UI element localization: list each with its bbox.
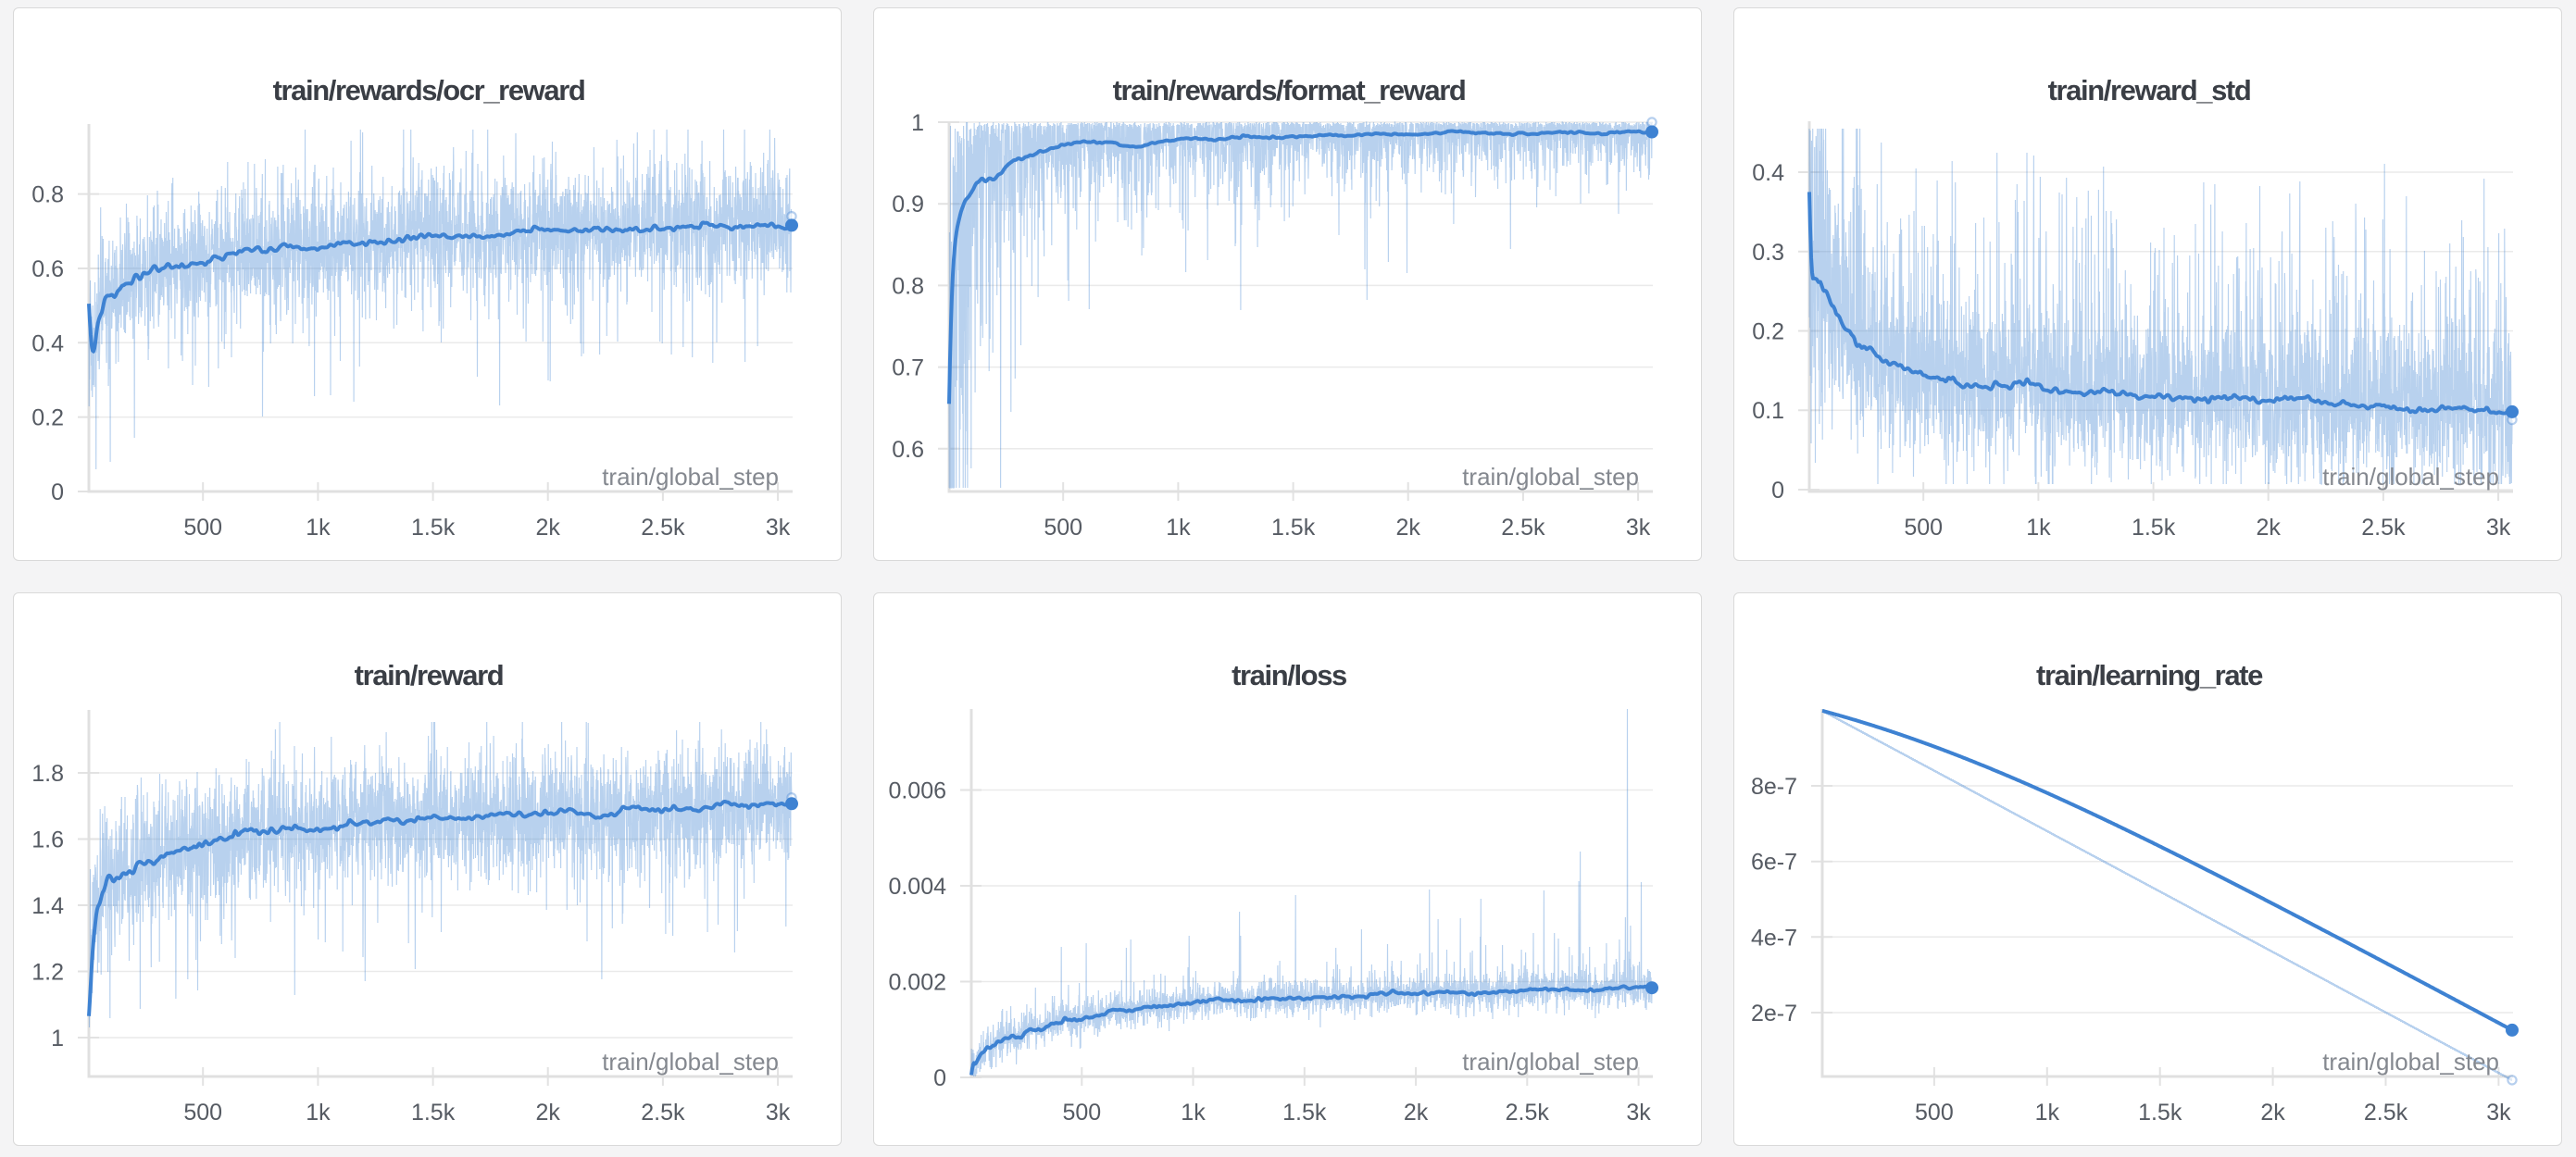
svg-text:train/global_step: train/global_step	[2322, 463, 2499, 491]
svg-text:train/rewards/ocr_reward: train/rewards/ocr_reward	[273, 74, 585, 106]
svg-text:2k: 2k	[535, 1100, 560, 1126]
svg-text:train/global_step: train/global_step	[1462, 1048, 1639, 1076]
svg-text:2e-7: 2e-7	[1751, 1001, 1797, 1026]
svg-text:0.8: 0.8	[892, 273, 924, 299]
svg-text:3k: 3k	[2486, 515, 2511, 541]
svg-text:3k: 3k	[2486, 1100, 2511, 1126]
svg-text:2.5k: 2.5k	[641, 1100, 685, 1126]
svg-text:500: 500	[1904, 515, 1943, 541]
svg-text:2k: 2k	[2256, 515, 2281, 541]
svg-text:2k: 2k	[2260, 1100, 2285, 1126]
svg-text:train/reward_std: train/reward_std	[2048, 74, 2251, 106]
svg-text:0.1: 0.1	[1752, 398, 1784, 424]
svg-text:500: 500	[1915, 1100, 1954, 1126]
svg-text:1: 1	[51, 1026, 64, 1051]
svg-text:1k: 1k	[2026, 515, 2051, 541]
svg-text:1k: 1k	[1181, 1100, 1206, 1126]
svg-text:1.6: 1.6	[31, 827, 64, 853]
svg-text:2k: 2k	[535, 515, 560, 541]
svg-text:500: 500	[1044, 515, 1082, 541]
svg-text:2.5k: 2.5k	[641, 515, 685, 541]
svg-text:0.6: 0.6	[892, 437, 924, 463]
svg-text:1k: 1k	[2035, 1100, 2060, 1126]
svg-text:3k: 3k	[1626, 515, 1651, 541]
svg-text:1.5k: 1.5k	[2132, 515, 2176, 541]
svg-text:1.4: 1.4	[31, 893, 64, 919]
svg-text:6e-7: 6e-7	[1751, 850, 1797, 876]
svg-text:0.2: 0.2	[31, 405, 64, 431]
svg-text:2.5k: 2.5k	[2364, 1100, 2408, 1126]
svg-text:2k: 2k	[1395, 515, 1420, 541]
svg-text:0.6: 0.6	[31, 256, 64, 282]
svg-text:train/global_step: train/global_step	[1462, 463, 1639, 491]
svg-text:1.5k: 1.5k	[2138, 1100, 2182, 1126]
svg-text:1.5k: 1.5k	[411, 515, 456, 541]
svg-text:0.2: 0.2	[1752, 319, 1784, 345]
svg-text:train/learning_rate: train/learning_rate	[2036, 659, 2263, 691]
svg-text:2.5k: 2.5k	[1506, 1100, 1550, 1126]
svg-text:1: 1	[911, 110, 924, 136]
svg-text:3k: 3k	[1626, 1100, 1651, 1126]
svg-text:8e-7: 8e-7	[1751, 774, 1797, 800]
svg-text:0.004: 0.004	[888, 874, 946, 900]
svg-text:train/loss: train/loss	[1232, 659, 1346, 691]
svg-text:0.002: 0.002	[888, 970, 946, 996]
svg-text:train/global_step: train/global_step	[602, 463, 779, 491]
svg-text:0: 0	[933, 1065, 946, 1091]
svg-text:0: 0	[51, 479, 64, 505]
svg-text:0.7: 0.7	[892, 355, 924, 381]
svg-text:2.5k: 2.5k	[2361, 515, 2406, 541]
svg-text:3k: 3k	[766, 1100, 791, 1126]
svg-text:0.4: 0.4	[1752, 160, 1784, 186]
svg-text:1.5k: 1.5k	[1271, 515, 1316, 541]
svg-text:1k: 1k	[1166, 515, 1191, 541]
svg-text:0.4: 0.4	[31, 330, 64, 356]
svg-text:2k: 2k	[1404, 1100, 1429, 1126]
svg-text:500: 500	[183, 515, 222, 541]
svg-text:500: 500	[1062, 1100, 1101, 1126]
svg-text:train/rewards/format_reward: train/rewards/format_reward	[1113, 74, 1466, 106]
svg-text:0.3: 0.3	[1752, 240, 1784, 266]
svg-text:0.006: 0.006	[888, 778, 946, 804]
svg-text:1.8: 1.8	[31, 761, 64, 787]
svg-text:2.5k: 2.5k	[1501, 515, 1545, 541]
svg-text:1.5k: 1.5k	[411, 1100, 456, 1126]
svg-text:1k: 1k	[306, 1100, 331, 1126]
svg-text:1.2: 1.2	[31, 960, 64, 986]
svg-text:3k: 3k	[766, 515, 791, 541]
svg-text:0.9: 0.9	[892, 192, 924, 218]
svg-text:4e-7: 4e-7	[1751, 925, 1797, 951]
svg-text:train/reward: train/reward	[355, 659, 504, 691]
svg-text:0: 0	[1771, 478, 1784, 504]
svg-text:0.8: 0.8	[31, 182, 64, 208]
svg-text:train/global_step: train/global_step	[602, 1048, 779, 1076]
svg-text:1.5k: 1.5k	[1282, 1100, 1327, 1126]
svg-text:1k: 1k	[306, 515, 331, 541]
svg-text:500: 500	[183, 1100, 222, 1126]
svg-text:train/global_step: train/global_step	[2322, 1048, 2499, 1076]
